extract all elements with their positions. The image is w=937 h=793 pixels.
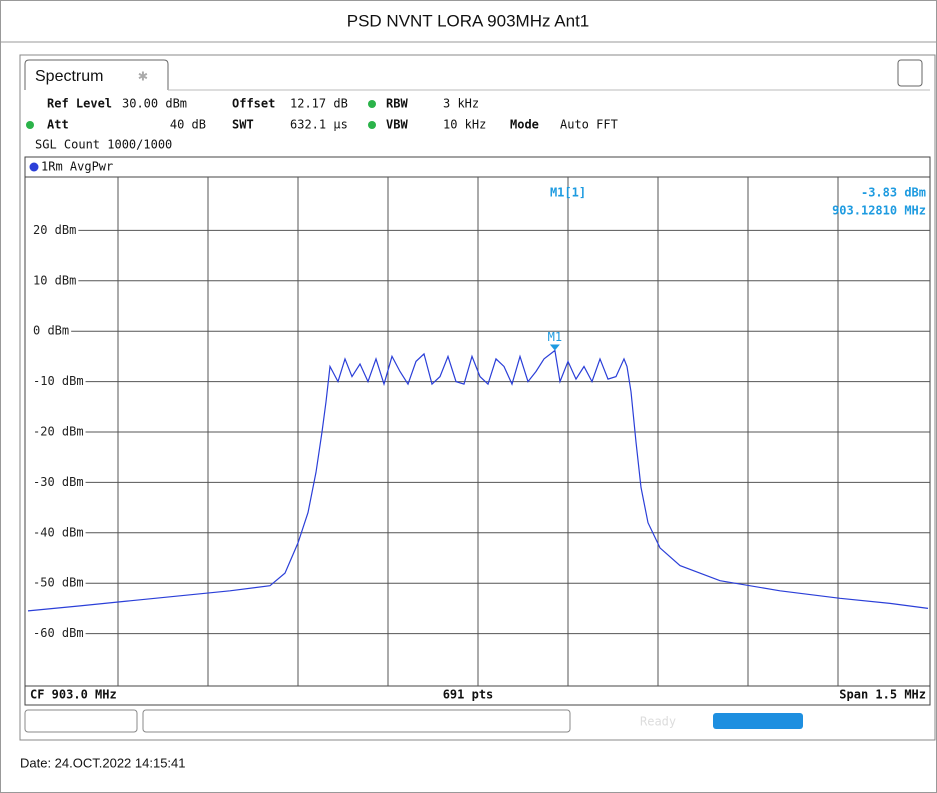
title: PSD NVNT LORA 903MHz Ant1	[347, 11, 590, 30]
status-dot	[368, 100, 376, 108]
offset-label: Offset	[232, 97, 275, 111]
y-tick-label: 20 dBm	[33, 223, 76, 237]
swt: 632.1 µs	[290, 118, 348, 132]
tab	[24, 59, 169, 90]
marker-readout-label: M1[1]	[550, 186, 586, 200]
legend-label: 1Rm AvgPwr	[41, 160, 113, 174]
rbw: 3 kHz	[443, 97, 479, 111]
trace	[27, 349, 929, 612]
status-dot	[26, 121, 34, 129]
att: 40 dB	[170, 118, 206, 132]
mode: Auto FFT	[560, 118, 618, 132]
vbw-label: VBW	[386, 118, 408, 132]
menu-button[interactable]	[897, 59, 923, 87]
ref-level: 30.00 dBm	[122, 97, 187, 111]
tab-icon: ✱	[138, 66, 148, 85]
status-dot	[368, 121, 376, 129]
att-label: Att	[47, 118, 69, 132]
rbw-label: RBW	[386, 97, 408, 111]
status-field	[142, 709, 571, 733]
mode-label: Mode	[510, 118, 539, 132]
y-tick-label: 10 dBm	[33, 273, 76, 287]
tab-label: Spectrum	[35, 68, 103, 85]
ref-level-label: Ref Level	[47, 97, 112, 111]
marker-readout-frequency: 903.12810 MHz	[832, 204, 926, 218]
sgl-count: SGL Count 1000/1000	[35, 138, 172, 152]
status-ready: Ready	[640, 715, 676, 729]
y-tick-label: -10 dBm	[33, 374, 84, 388]
y-tick-label: -30 dBm	[33, 475, 84, 489]
offset: 12.17 dB	[290, 97, 348, 111]
y-tick-label: -40 dBm	[33, 525, 84, 539]
date: Date: 24.OCT.2022 14:15:41	[20, 755, 186, 770]
y-tick-label: 0 dBm	[33, 324, 69, 338]
vbw: 10 kHz	[443, 118, 486, 132]
progress-bar	[713, 713, 803, 729]
swt-label: SWT	[232, 118, 254, 132]
legend-swatch	[29, 162, 39, 172]
y-tick-label: -60 dBm	[33, 626, 84, 640]
marker-readout-level: -3.83 dBm	[861, 186, 926, 200]
y-tick-label: -20 dBm	[33, 425, 84, 439]
center-frequency: CF 903.0 MHz	[30, 688, 117, 702]
points: 691 pts	[443, 688, 494, 702]
span: Span 1.5 MHz	[839, 688, 926, 702]
marker-name: M1	[548, 330, 562, 344]
marker	[549, 344, 560, 351]
status-field	[24, 709, 138, 733]
y-tick-label: -50 dBm	[33, 576, 84, 590]
